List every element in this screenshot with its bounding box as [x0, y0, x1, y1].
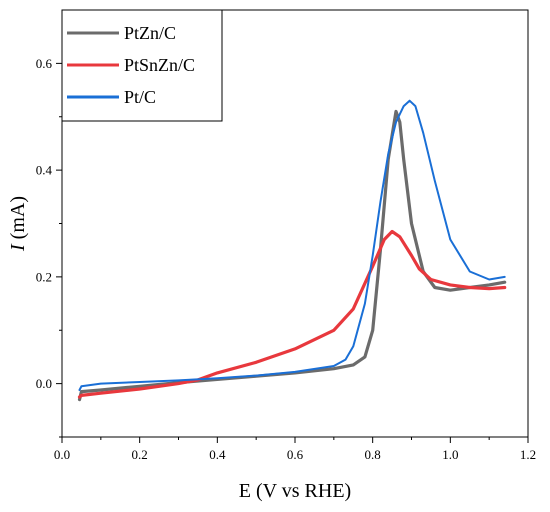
series-line-ptzn-c [77, 109, 507, 402]
y-tick-label: 0.6 [36, 56, 53, 71]
x-tick-label: 0.6 [287, 447, 304, 462]
legend: PtZn/C PtSnZn/C Pt/C [61, 9, 223, 122]
y-axis-label: I (mA) [7, 196, 29, 252]
x-tick-label: 0.4 [209, 447, 226, 462]
legend-label: Pt/C [124, 87, 156, 107]
legend-label: PtZn/C [124, 23, 176, 43]
x-tick-label: 0.0 [54, 447, 70, 462]
y-axis-label-symbol: I [7, 243, 29, 252]
legend-label: PtSnZn/C [124, 55, 195, 75]
y-tick-label: 0.2 [36, 269, 52, 284]
ticks-layer: 0.0 0.2 0.4 0.6 0.8 1.0 1.2 0.0 0.2 0.4 0.6 [36, 56, 536, 462]
x-tick-label: 1.0 [442, 447, 458, 462]
series-layer [77, 99, 507, 402]
x-axis-label: E (V vs RHE) [239, 480, 351, 502]
y-tick-label: 0.4 [36, 163, 53, 178]
x-tick-label: 0.2 [132, 447, 148, 462]
y-axis-label-unit: (mA) [7, 196, 29, 244]
y-tick-label: 0.0 [36, 376, 52, 391]
x-tick-label: 0.8 [365, 447, 381, 462]
series-line-pt-c [78, 99, 506, 391]
x-tick-label: 1.2 [520, 447, 536, 462]
series-line-ptsnzn-c [77, 229, 507, 399]
